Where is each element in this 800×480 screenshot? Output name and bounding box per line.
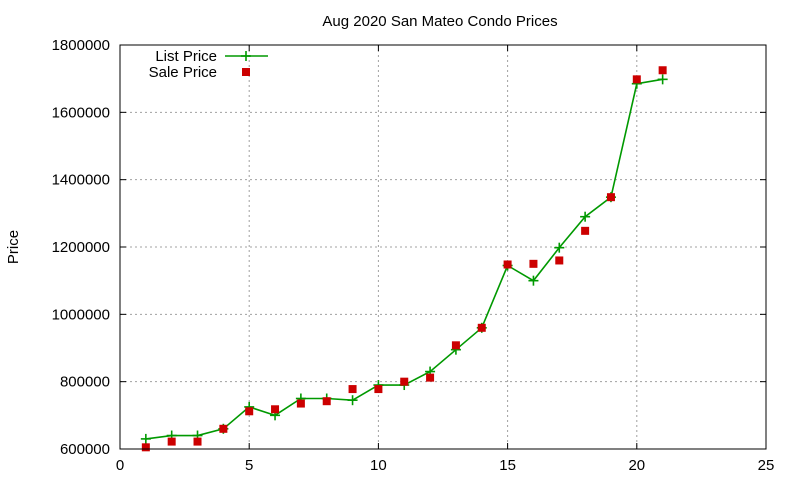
y-tick-label: 600000 bbox=[60, 441, 110, 458]
sale-price-point bbox=[632, 75, 641, 84]
sale-price-point bbox=[606, 193, 615, 202]
sale-price-point bbox=[193, 437, 202, 446]
sale-price-point bbox=[529, 259, 538, 268]
legend-square-marker bbox=[242, 68, 250, 76]
sale-price-point bbox=[167, 437, 176, 446]
legend-label: List Price bbox=[155, 48, 217, 65]
sale-price-point bbox=[477, 323, 486, 332]
plot-series bbox=[140, 66, 668, 452]
x-tick-label: 5 bbox=[245, 457, 253, 474]
y-tick-label: 800000 bbox=[60, 374, 110, 391]
x-tick-label: 15 bbox=[499, 457, 516, 474]
series-1 bbox=[141, 66, 667, 452]
series-0 bbox=[140, 74, 668, 444]
plot-frame bbox=[119, 44, 767, 450]
sale-price-point bbox=[400, 377, 409, 386]
sale-price-point bbox=[348, 385, 357, 394]
sale-price-point bbox=[581, 226, 590, 235]
legend-label: Sale Price bbox=[149, 64, 217, 81]
list-price-point bbox=[554, 242, 565, 253]
sale-price-point bbox=[296, 399, 305, 408]
list-price-point bbox=[347, 395, 358, 406]
y-tick-label: 1800000 bbox=[52, 37, 110, 54]
y-tick-label: 1600000 bbox=[52, 104, 110, 121]
sale-price-point bbox=[426, 373, 435, 382]
list-price-point bbox=[528, 275, 539, 286]
x-tick-label: 0 bbox=[116, 457, 124, 474]
y-tick-label: 1000000 bbox=[52, 306, 110, 323]
y-axis-label: Price bbox=[5, 230, 22, 264]
y-tick-label: 1400000 bbox=[52, 172, 110, 189]
x-tick-label: 25 bbox=[758, 457, 775, 474]
list-price-point bbox=[657, 74, 668, 85]
grid-lines bbox=[120, 45, 766, 449]
sale-price-point bbox=[658, 66, 667, 75]
legend-plus-marker bbox=[241, 51, 251, 61]
chart-title: Aug 2020 San Mateo Condo Prices bbox=[322, 13, 557, 30]
x-tick-label: 20 bbox=[628, 457, 645, 474]
sale-price-point bbox=[555, 256, 564, 265]
sale-price-point bbox=[141, 443, 150, 452]
y-tick-label: 1200000 bbox=[52, 239, 110, 256]
sale-price-point bbox=[271, 405, 280, 414]
sale-price-point bbox=[322, 397, 331, 406]
axis-ticks: 0 5 10 15 20 25 600000 800000 1000000 1200000 1400… bbox=[52, 37, 775, 474]
sale-price-point bbox=[451, 341, 460, 350]
sale-price-point bbox=[245, 407, 254, 416]
sale-price-point bbox=[503, 260, 512, 269]
list-price-point bbox=[580, 211, 591, 222]
x-tick-label: 10 bbox=[370, 457, 387, 474]
sale-price-point bbox=[374, 385, 383, 394]
list-price-point bbox=[140, 433, 151, 444]
sale-price-point bbox=[219, 424, 228, 433]
